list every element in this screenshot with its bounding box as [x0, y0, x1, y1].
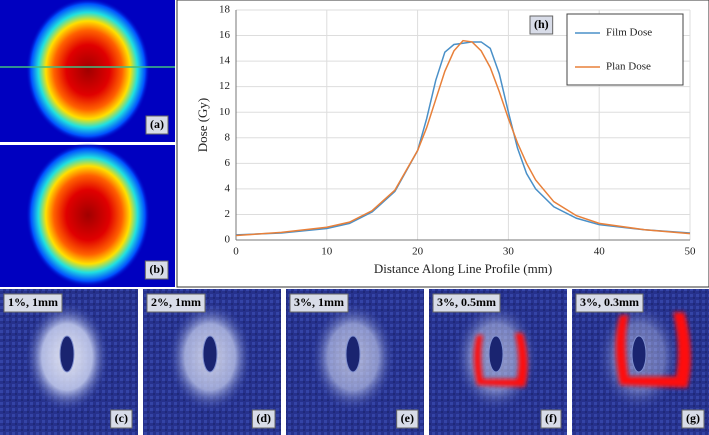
x-tick-label: 40: [594, 246, 606, 258]
panel-label: (g): [686, 411, 700, 425]
label-box: [110, 409, 133, 429]
label-box: [145, 115, 169, 135]
gamma-criteria: 2%, 1mm: [151, 295, 201, 309]
legend-box: [566, 13, 684, 86]
y-axis-label: Dose (Gy): [195, 98, 210, 153]
label-box: [529, 15, 554, 35]
y-tick-label: 0: [225, 234, 231, 246]
gamma-criteria: 3%, 0.3mm: [580, 295, 639, 309]
x-tick-label: 0: [233, 246, 239, 258]
legend-label: Film Dose: [606, 27, 652, 39]
fail-region: [615, 312, 691, 388]
x-tick-label: 30: [503, 246, 515, 258]
gamma-core: [488, 335, 504, 373]
legend-label: Plan Dose: [606, 61, 651, 73]
panel-label: (h): [534, 17, 549, 31]
gamma-core: [59, 335, 75, 373]
gamma-core: [202, 335, 218, 373]
x-tick-label: 10: [321, 246, 333, 258]
y-tick-label: 10: [219, 106, 231, 118]
y-tick-label: 14: [219, 55, 231, 67]
panel-label: (b): [149, 262, 164, 276]
label-box: [251, 409, 276, 429]
label-box: [146, 293, 206, 313]
label-box: [575, 293, 644, 313]
label-box: [144, 260, 169, 280]
panel-label: (c): [115, 411, 128, 425]
y-tick-label: 4: [225, 182, 231, 194]
label-box: [432, 293, 501, 313]
y-tick-label: 16: [219, 29, 231, 41]
gamma-criteria: 3%, 1mm: [294, 295, 344, 309]
gamma-criteria: 1%, 1mm: [8, 295, 58, 309]
dose-distribution: [26, 143, 150, 287]
gamma-core: [631, 335, 647, 373]
gamma-criteria: 3%, 0.5mm: [437, 295, 496, 309]
y-tick-label: 2: [225, 208, 231, 220]
data-line: [235, 39, 691, 237]
y-tick-label: 18: [219, 4, 231, 16]
label-box: [289, 293, 349, 313]
y-tick-label: 8: [225, 131, 231, 143]
fail-region: [474, 333, 528, 387]
x-axis-label: Distance Along Line Profile (mm): [374, 261, 552, 276]
panel-label: (d): [256, 411, 271, 425]
gamma-fail: [474, 333, 528, 387]
label-box: [540, 409, 562, 429]
gamma-fail: [615, 312, 691, 388]
label-box: [396, 409, 419, 429]
label-box: [681, 409, 705, 429]
x-tick-label: 50: [685, 246, 697, 258]
panel-label: (f): [545, 411, 557, 425]
dose-distribution: [26, 0, 150, 142]
panel-label: (e): [401, 411, 414, 425]
y-tick-label: 6: [225, 157, 231, 169]
x-tick-label: 20: [412, 246, 424, 258]
label-box: [3, 293, 63, 313]
panel-label: (a): [150, 117, 164, 131]
gamma-core: [345, 335, 361, 373]
y-tick-label: 12: [219, 80, 230, 92]
